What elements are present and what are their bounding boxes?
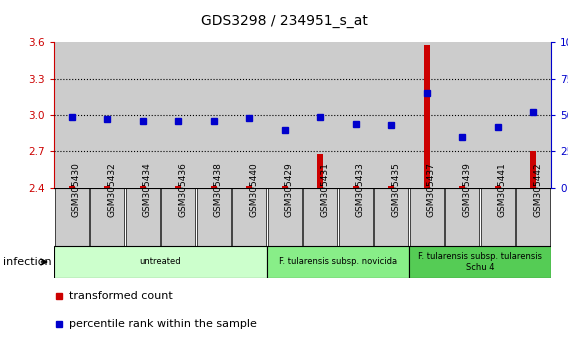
Bar xyxy=(267,246,409,278)
Bar xyxy=(161,42,196,188)
Bar xyxy=(303,42,338,188)
Bar xyxy=(54,246,267,278)
Bar xyxy=(409,42,445,188)
Text: GSM305432: GSM305432 xyxy=(107,162,116,217)
Bar xyxy=(175,187,181,188)
Text: GSM305430: GSM305430 xyxy=(72,162,81,217)
Bar xyxy=(69,187,75,188)
Bar xyxy=(196,42,232,188)
Text: infection: infection xyxy=(3,257,52,267)
Bar xyxy=(495,187,501,188)
Bar xyxy=(339,42,373,188)
Bar xyxy=(410,188,444,246)
Bar xyxy=(374,42,409,188)
Bar xyxy=(338,42,374,188)
Bar xyxy=(480,42,516,188)
Text: F. tularensis subsp. novicida: F. tularensis subsp. novicida xyxy=(279,257,397,267)
Bar xyxy=(424,45,430,188)
Text: untreated: untreated xyxy=(140,257,181,267)
Bar xyxy=(90,188,124,246)
Bar xyxy=(445,42,480,188)
Text: GDS3298 / 234951_s_at: GDS3298 / 234951_s_at xyxy=(201,14,367,28)
Bar xyxy=(409,42,445,188)
Bar xyxy=(480,42,516,188)
Bar xyxy=(125,42,161,188)
Bar xyxy=(516,42,550,188)
Bar xyxy=(516,42,551,188)
Bar xyxy=(104,187,110,188)
Bar xyxy=(55,42,89,188)
Bar xyxy=(317,154,323,188)
Bar xyxy=(232,42,267,188)
Text: GSM305435: GSM305435 xyxy=(391,162,400,217)
Bar xyxy=(445,42,480,188)
Bar xyxy=(303,42,338,188)
Bar xyxy=(90,42,124,188)
Bar xyxy=(339,188,373,246)
Bar xyxy=(161,42,195,188)
Bar xyxy=(516,42,551,188)
Bar xyxy=(211,187,217,188)
Text: GSM305442: GSM305442 xyxy=(533,162,542,217)
Text: GSM305441: GSM305441 xyxy=(498,162,507,217)
Bar xyxy=(374,42,408,188)
Bar xyxy=(374,42,409,188)
Bar xyxy=(267,42,303,188)
Bar xyxy=(388,187,394,188)
Bar xyxy=(54,42,90,188)
Bar xyxy=(268,42,302,188)
Bar xyxy=(55,188,89,246)
Bar xyxy=(54,42,90,188)
Bar xyxy=(196,42,232,188)
Text: GSM305434: GSM305434 xyxy=(143,162,152,217)
Bar xyxy=(197,188,231,246)
Text: GSM305436: GSM305436 xyxy=(178,162,187,217)
Text: GSM305433: GSM305433 xyxy=(356,162,365,217)
Bar xyxy=(353,187,359,188)
Bar xyxy=(232,42,267,188)
Bar xyxy=(481,188,515,246)
Bar xyxy=(530,152,536,188)
Bar xyxy=(268,188,302,246)
Bar xyxy=(303,42,337,188)
Bar xyxy=(90,42,125,188)
Bar xyxy=(267,42,303,188)
Bar xyxy=(90,42,125,188)
Bar xyxy=(282,187,288,188)
Bar xyxy=(197,42,231,188)
Text: GSM305429: GSM305429 xyxy=(285,162,294,217)
Bar xyxy=(374,188,408,246)
Text: GSM305440: GSM305440 xyxy=(249,162,258,217)
Bar xyxy=(410,42,444,188)
Bar xyxy=(481,42,515,188)
Text: transformed count: transformed count xyxy=(69,291,173,301)
Bar xyxy=(232,42,266,188)
Text: percentile rank within the sample: percentile rank within the sample xyxy=(69,319,257,329)
Text: GSM305438: GSM305438 xyxy=(214,162,223,217)
Bar xyxy=(232,188,266,246)
Bar xyxy=(409,246,551,278)
Bar xyxy=(516,188,550,246)
Text: F. tularensis subsp. tularensis
Schu 4: F. tularensis subsp. tularensis Schu 4 xyxy=(418,252,542,272)
Text: GSM305437: GSM305437 xyxy=(427,162,436,217)
Bar xyxy=(303,188,337,246)
Bar xyxy=(459,187,465,188)
Bar xyxy=(338,42,374,188)
Text: GSM305439: GSM305439 xyxy=(462,162,471,217)
Text: GSM305431: GSM305431 xyxy=(320,162,329,217)
Bar xyxy=(126,42,160,188)
Bar xyxy=(445,188,479,246)
Bar xyxy=(445,42,479,188)
Bar xyxy=(126,188,160,246)
Bar xyxy=(161,42,196,188)
Bar xyxy=(140,187,146,188)
Bar xyxy=(246,187,252,188)
Bar xyxy=(125,42,161,188)
Bar xyxy=(161,188,195,246)
